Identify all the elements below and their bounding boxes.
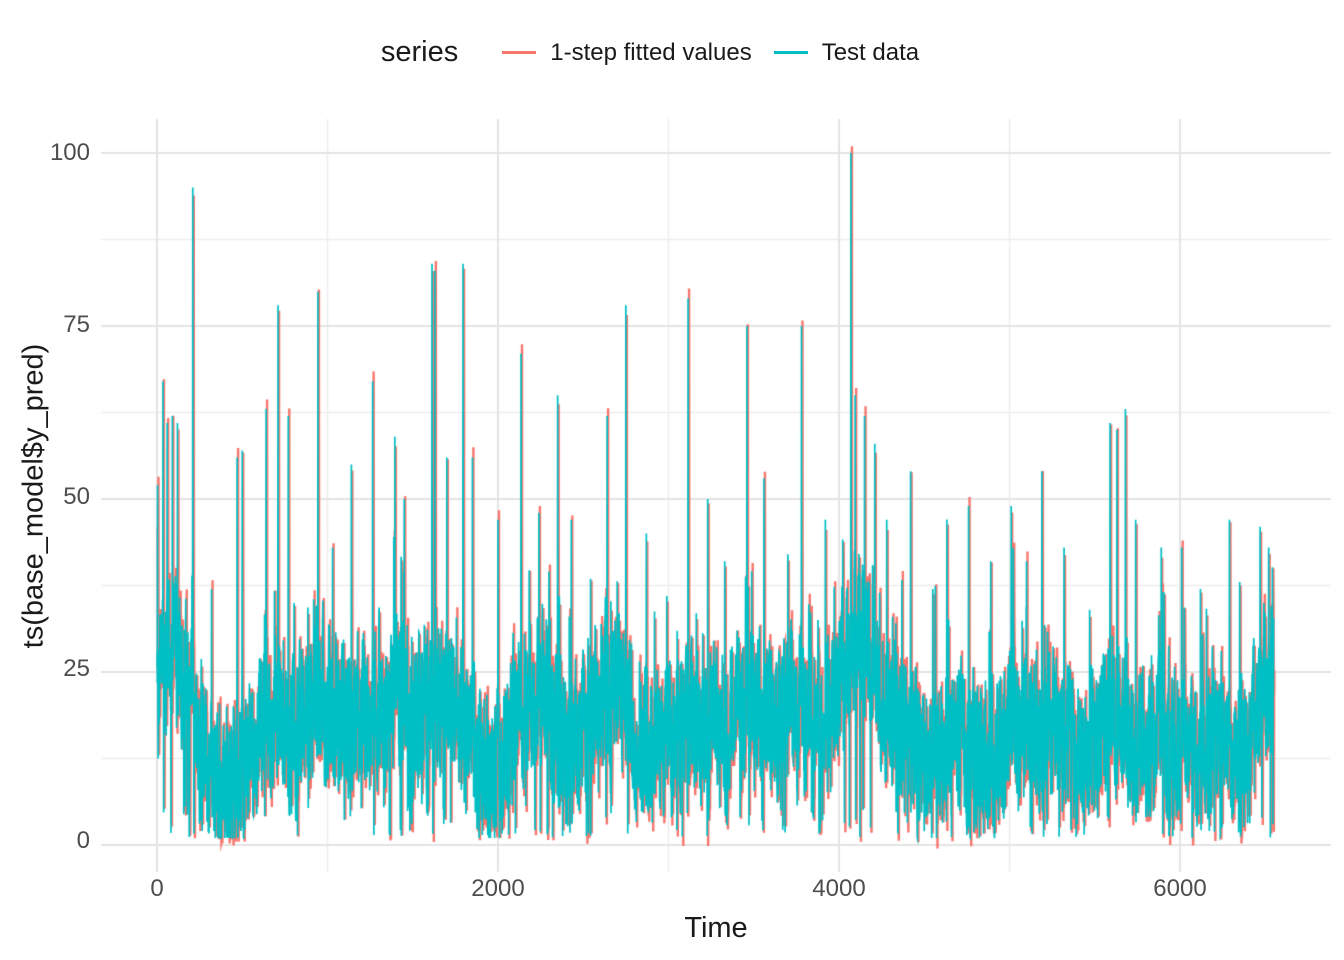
y-tick-label-75: 75	[63, 311, 90, 338]
x-tick-label-4000: 4000	[812, 875, 866, 902]
y-axis-title: ts(base_model$y_pred)	[17, 343, 50, 649]
y-tick-label-25: 25	[63, 655, 90, 682]
legend: series 1-step fitted values Test data	[0, 36, 1322, 69]
legend-label-test-data: Test data	[821, 38, 920, 66]
legend-title: series	[380, 36, 459, 68]
legend-item-test-data: Test data	[773, 38, 920, 67]
y-tick-label-0: 0	[76, 827, 90, 854]
x-axis-title: Time	[684, 912, 748, 944]
x-tick-label-6000: 6000	[1153, 875, 1207, 902]
legend-label-fitted: 1-step fitted values	[550, 38, 752, 66]
x-tick-label-2000: 2000	[471, 875, 525, 902]
x-tick-label-0: 0	[150, 875, 164, 902]
y-tick-label-100: 100	[49, 139, 90, 166]
test-data-line-swatch	[773, 51, 808, 54]
legend-item-fitted: 1-step fitted values	[502, 38, 752, 67]
fitted-values-line-swatch	[502, 51, 537, 54]
y-tick-label-50: 50	[63, 483, 90, 510]
